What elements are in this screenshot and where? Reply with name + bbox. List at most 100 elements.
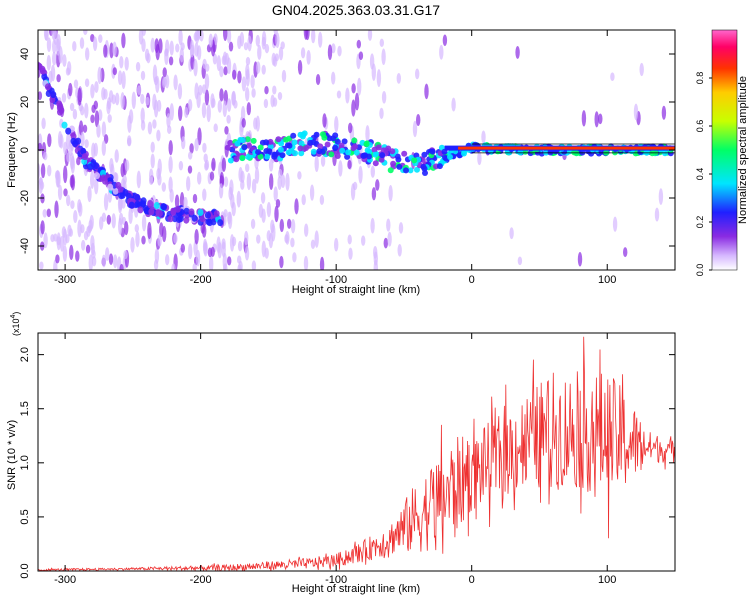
trace-point: [90, 160, 97, 168]
noise-speck: [193, 31, 198, 42]
trace-point: [217, 219, 224, 227]
noise-speck: [169, 103, 174, 121]
noise-speck: [147, 121, 153, 135]
noise-speck: [515, 45, 520, 59]
band-point: [407, 167, 414, 174]
spectrogram-ylabel: Frequency (Hz): [6, 112, 18, 188]
noise-speck: [134, 204, 139, 218]
noise-speck: [111, 213, 116, 229]
trace-point: [80, 147, 87, 155]
trace-point: [94, 172, 100, 180]
band-point: [292, 150, 298, 157]
noise-speck: [201, 102, 207, 119]
noise-speck: [63, 141, 68, 155]
noise-speck: [351, 83, 356, 94]
band-point: [339, 147, 346, 154]
noise-speck: [255, 115, 260, 132]
noise-speck: [285, 231, 290, 245]
band-point: [310, 148, 317, 155]
noise-speck: [376, 69, 382, 88]
noise-speck: [73, 79, 79, 89]
noise-speck: [161, 182, 166, 192]
noise-speck: [208, 33, 213, 48]
noise-speck: [84, 102, 89, 119]
noise-speck: [381, 48, 386, 66]
noise-speck: [367, 30, 373, 41]
band-point: [224, 144, 231, 151]
noise-speck: [320, 155, 326, 167]
band-point: [362, 152, 368, 159]
noise-speck: [90, 83, 95, 99]
band-point: [334, 138, 341, 145]
band-point: [345, 149, 352, 156]
noise-speck: [50, 64, 56, 82]
noise-speck: [136, 85, 142, 96]
noise-speck: [274, 53, 279, 62]
noise-speck: [130, 236, 135, 253]
noise-speck: [231, 91, 236, 106]
noise-speck: [388, 184, 393, 202]
noise-speck: [97, 66, 102, 85]
chart-title: GN04.2025.363.03.31.G17: [272, 2, 440, 18]
band-point: [313, 131, 320, 138]
noise-speck: [83, 30, 88, 36]
noise-speck: [227, 256, 232, 266]
noise-speck: [197, 171, 202, 185]
noise-speck: [43, 232, 48, 249]
trace-point: [177, 215, 184, 223]
noise-speck: [610, 72, 615, 82]
noise-speck: [263, 98, 269, 109]
noise-speck: [334, 237, 339, 252]
colorbar-label: Normalized spectral amplitude: [737, 76, 749, 224]
noise-speck: [237, 240, 243, 252]
noise-speck: [90, 114, 95, 124]
band-point: [411, 157, 418, 164]
trace-point: [153, 202, 160, 209]
noise-speck: [226, 114, 231, 124]
noise-speck: [245, 69, 250, 87]
noise-speck: [69, 102, 75, 112]
trace-point: [188, 208, 195, 216]
band-point: [403, 167, 409, 174]
band-point: [233, 156, 240, 163]
noise-speck: [188, 151, 193, 160]
noise-speck: [213, 123, 218, 133]
noise-speck: [40, 163, 46, 179]
noise-speck: [152, 119, 157, 129]
noise-speck: [152, 93, 157, 111]
noise-speck: [238, 260, 243, 270]
noise-speck: [196, 45, 202, 61]
noise-speck: [120, 92, 125, 110]
noise-speck: [274, 205, 279, 223]
noise-speck: [141, 30, 146, 36]
noise-speck: [277, 91, 283, 101]
noise-speck: [221, 241, 226, 258]
band-point: [241, 144, 248, 151]
noise-speck: [186, 176, 191, 192]
noise-speck: [639, 62, 644, 77]
noise-speck: [199, 30, 204, 42]
noise-speck: [192, 263, 197, 270]
noise-speck: [481, 130, 486, 144]
noise-speck: [217, 100, 222, 113]
band-point: [414, 166, 420, 173]
band-point: [316, 148, 323, 155]
noise-speck: [227, 211, 232, 225]
noise-speck: [187, 99, 193, 112]
band-point: [649, 150, 656, 157]
band-point: [421, 151, 428, 158]
snr-frame: [37, 332, 676, 572]
noise-speck: [264, 85, 269, 95]
band-point: [245, 153, 252, 160]
noise-speck: [52, 39, 57, 54]
noise-speck: [189, 39, 195, 58]
noise-speck: [218, 183, 224, 199]
noise-speck: [279, 218, 284, 233]
noise-speck: [113, 254, 118, 269]
trace-point: [134, 194, 141, 201]
band-point: [375, 144, 382, 151]
band-point: [263, 139, 270, 146]
noise-speck: [90, 235, 95, 251]
colorbar-gradient: [711, 29, 738, 271]
